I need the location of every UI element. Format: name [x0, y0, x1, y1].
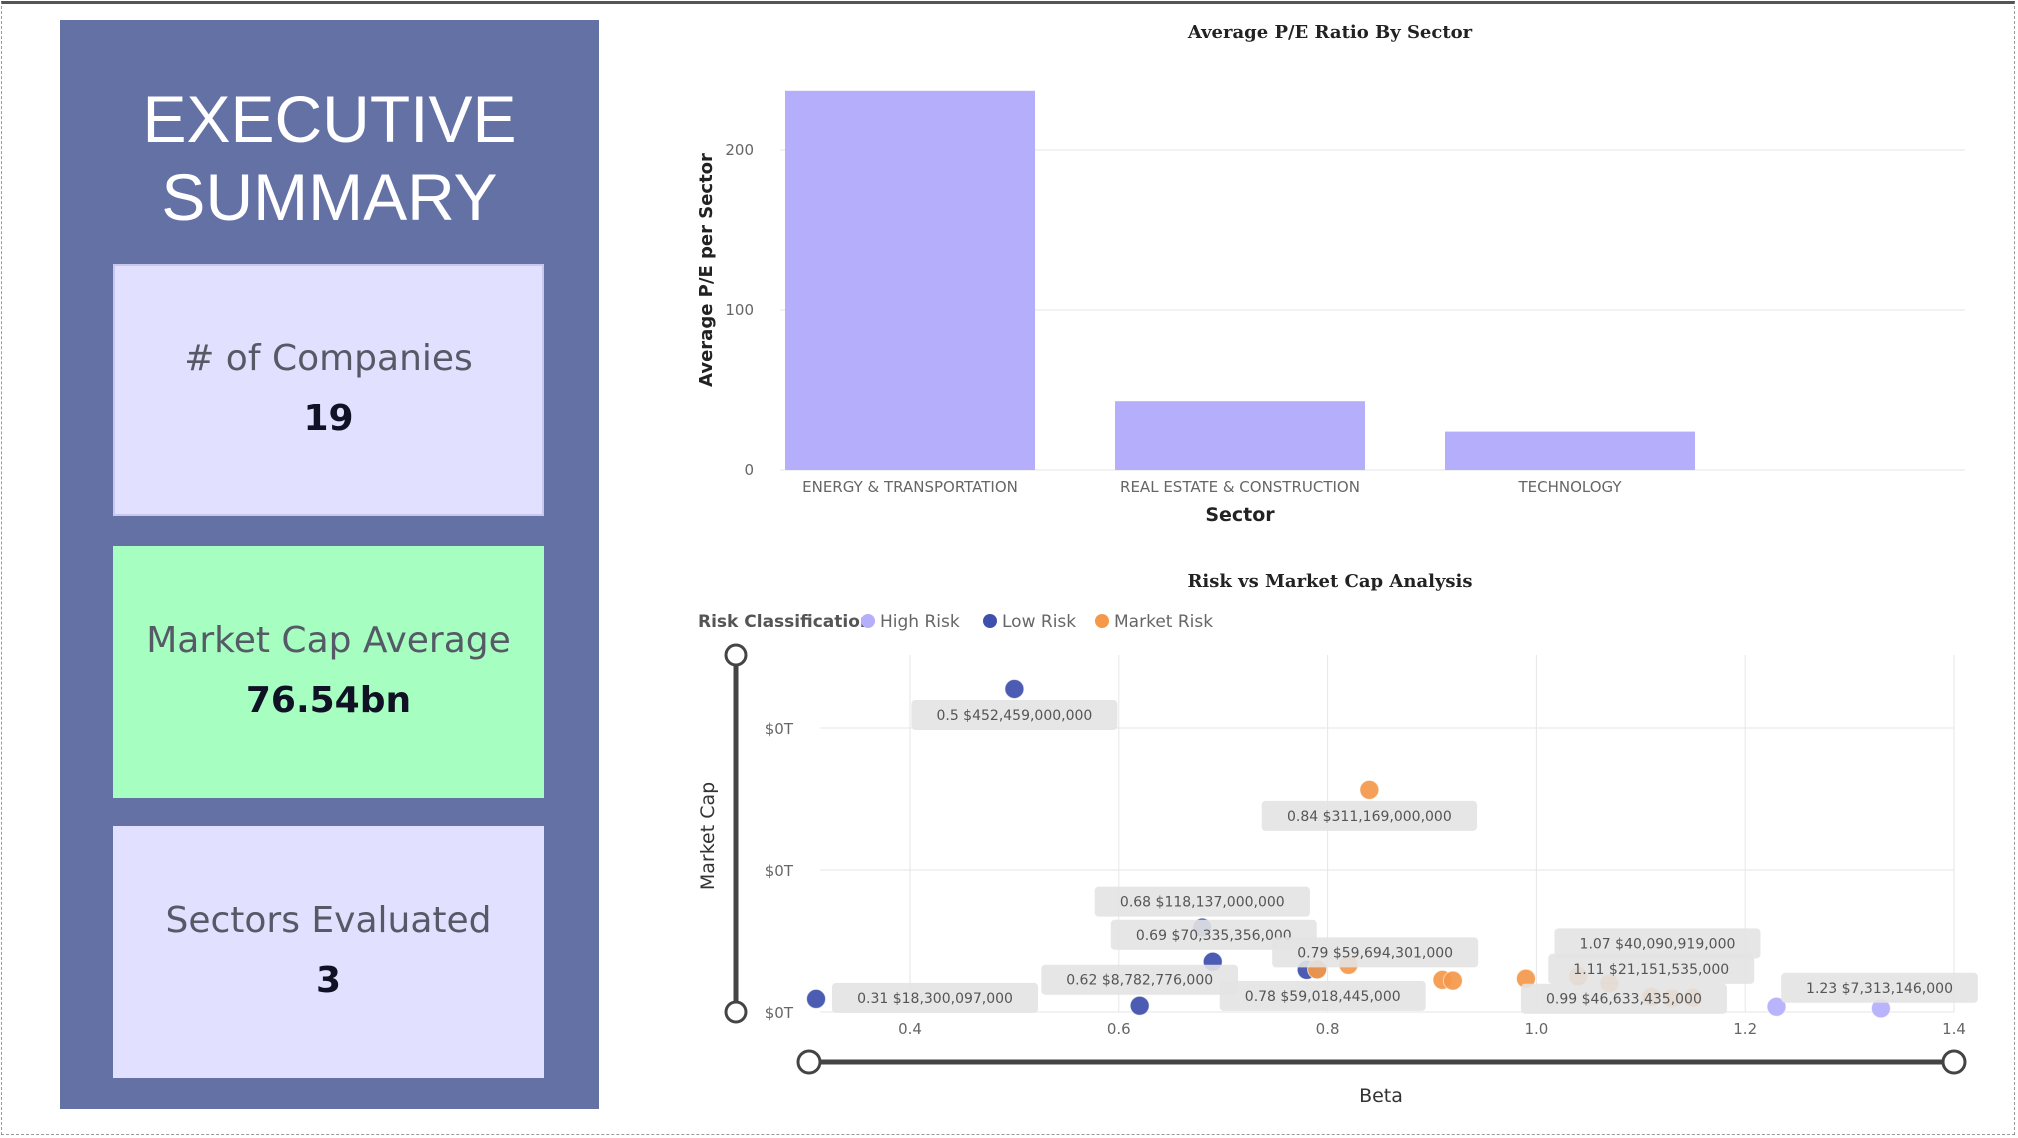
summary-panel: EXECUTIVE SUMMARY # of Companies 19 Mark…	[60, 20, 599, 1109]
x-tick-label: REAL ESTATE & CONSTRUCTION	[1120, 478, 1360, 496]
data-point[interactable]	[1766, 996, 1787, 1017]
data-point[interactable]	[1129, 995, 1150, 1016]
legend-swatch	[1095, 614, 1109, 628]
kpi-card-market-cap[interactable]: Market Cap Average 76.54bn	[113, 546, 544, 798]
y-tick-label: $0T	[765, 862, 794, 880]
y-zoom-handle-bottom[interactable]	[724, 1000, 748, 1024]
x-tick-label: 0.8	[1316, 1020, 1340, 1038]
y-tick-label: 200	[725, 141, 754, 159]
data-label: 0.79 $59,694,301,000	[1272, 937, 1479, 968]
legend-swatch	[983, 614, 997, 628]
legend-label: High Risk	[880, 612, 960, 632]
data-label: 1.11 $21,151,535,000	[1548, 953, 1755, 984]
legend-item-market-risk[interactable]: Market Risk	[1095, 612, 1213, 632]
kpi-label: Sectors Evaluated	[165, 900, 492, 941]
kpi-value: 19	[303, 398, 354, 439]
data-label-text: 0.79 $59,694,301,000	[1297, 945, 1453, 961]
data-label-text: 1.23 $7,313,146,000	[1806, 981, 1953, 997]
data-label: 1.23 $7,313,146,000	[1781, 972, 1978, 1003]
data-label: 0.68 $118,137,000,000	[1094, 886, 1310, 917]
data-label: 0.31 $18,300,097,000	[832, 982, 1039, 1013]
data-label-text: 0.84 $311,169,000,000	[1287, 809, 1452, 825]
kpi-label: Market Cap Average	[146, 620, 511, 661]
data-label-bg	[1094, 886, 1310, 917]
data-point[interactable]	[1359, 779, 1380, 800]
x-tick-label: TECHNOLOGY	[1517, 478, 1622, 496]
x-tick-label: ENERGY & TRANSPORTATION	[802, 478, 1018, 496]
data-label-bg	[911, 699, 1118, 730]
data-label-bg	[1272, 937, 1479, 968]
y-tick-label: 100	[725, 301, 754, 319]
legend-label: Market Risk	[1114, 612, 1213, 632]
data-label-bg	[1110, 919, 1317, 950]
x-tick-label: 0.6	[1107, 1020, 1131, 1038]
data-point[interactable]	[1442, 970, 1463, 991]
bar-0[interactable]	[785, 90, 1035, 471]
bar-chart: 0 100 200 ENERGY & TRANSPORTATION REAL ESTAT…	[696, 90, 1965, 526]
data-label-text: 1.11 $21,151,535,000	[1573, 962, 1729, 978]
legend-item-high-risk[interactable]: High Risk	[861, 612, 960, 632]
page-title: EXECUTIVE SUMMARY	[60, 80, 599, 236]
data-label-bg	[1520, 983, 1727, 1014]
title-line-2: SUMMARY	[161, 160, 498, 234]
bar-1[interactable]	[1115, 401, 1365, 470]
data-label-text: 0.62 $8,782,776,000	[1066, 973, 1213, 989]
scatter-chart: Risk Classification High Risk Low Risk Mark…	[697, 612, 1978, 1107]
y-tick-label: $0T	[765, 720, 794, 738]
data-label: 0.99 $46,633,435,000	[1520, 983, 1727, 1014]
data-label-bg	[1781, 972, 1978, 1003]
kpi-label: # of Companies	[184, 338, 473, 379]
data-label-bg	[1041, 964, 1239, 995]
scatter-chart-title: Risk vs Market Cap Analysis	[1187, 571, 1473, 592]
x-tick-label: 0.4	[898, 1020, 922, 1038]
x-axis-title: Sector	[1205, 504, 1275, 526]
data-label-text: 0.69 $70,335,356,000	[1136, 928, 1292, 944]
kpi-value: 76.54bn	[245, 680, 412, 721]
data-label-text: 0.99 $46,633,435,000	[1546, 992, 1702, 1008]
data-label: 0.84 $311,169,000,000	[1261, 800, 1478, 831]
y-tick-label: 0	[744, 461, 754, 479]
y-zoom-handle-top[interactable]	[724, 643, 748, 667]
title-line-1: EXECUTIVE	[142, 82, 517, 156]
data-label-bg	[1261, 800, 1478, 831]
data-label-text: 0.31 $18,300,097,000	[857, 991, 1013, 1007]
x-tick-label: 1.2	[1733, 1020, 1757, 1038]
data-label-bg	[832, 982, 1039, 1013]
data-label: 0.5 $452,459,000,000	[911, 699, 1118, 730]
bar-chart-title: Average P/E Ratio By Sector	[1187, 22, 1473, 43]
x-tick-label: 1.0	[1524, 1020, 1548, 1038]
kpi-value: 3	[315, 960, 342, 1001]
x-axis-title: Beta	[1359, 1085, 1403, 1107]
bar-2[interactable]	[1445, 431, 1695, 470]
data-label-text: 0.78 $59,018,445,000	[1245, 989, 1401, 1005]
data-label: 0.62 $8,782,776,000	[1041, 964, 1239, 995]
data-point[interactable]	[1004, 678, 1025, 699]
x-tick-label: 1.4	[1942, 1020, 1966, 1038]
y-axis-title: Market Cap	[697, 782, 719, 890]
legend-swatch	[861, 614, 875, 628]
data-label-bg	[1219, 980, 1426, 1011]
data-label-bg	[1554, 928, 1761, 959]
y-tick-label: $0T	[765, 1004, 794, 1022]
kpi-card-companies[interactable]: # of Companies 19	[113, 264, 544, 516]
x-zoom-handle-left[interactable]	[796, 1049, 822, 1075]
data-label: 0.69 $70,335,356,000	[1110, 919, 1317, 950]
x-zoom-handle-right[interactable]	[1941, 1049, 1967, 1075]
data-label-bg	[1548, 953, 1755, 984]
data-label: 0.78 $59,018,445,000	[1219, 980, 1426, 1011]
data-label: 1.07 $40,090,919,000	[1554, 928, 1761, 959]
y-axis-title: Average P/E per Sector	[696, 153, 717, 387]
data-point[interactable]	[806, 988, 827, 1009]
legend-item-low-risk[interactable]: Low Risk	[983, 612, 1076, 632]
legend-label: Low Risk	[1002, 612, 1076, 632]
data-label-text: 1.07 $40,090,919,000	[1580, 936, 1736, 952]
legend-title: Risk Classification	[698, 612, 872, 632]
kpi-card-sectors[interactable]: Sectors Evaluated 3	[113, 826, 544, 1078]
data-label-text: 0.5 $452,459,000,000	[936, 708, 1092, 724]
data-label-text: 0.68 $118,137,000,000	[1120, 895, 1285, 911]
